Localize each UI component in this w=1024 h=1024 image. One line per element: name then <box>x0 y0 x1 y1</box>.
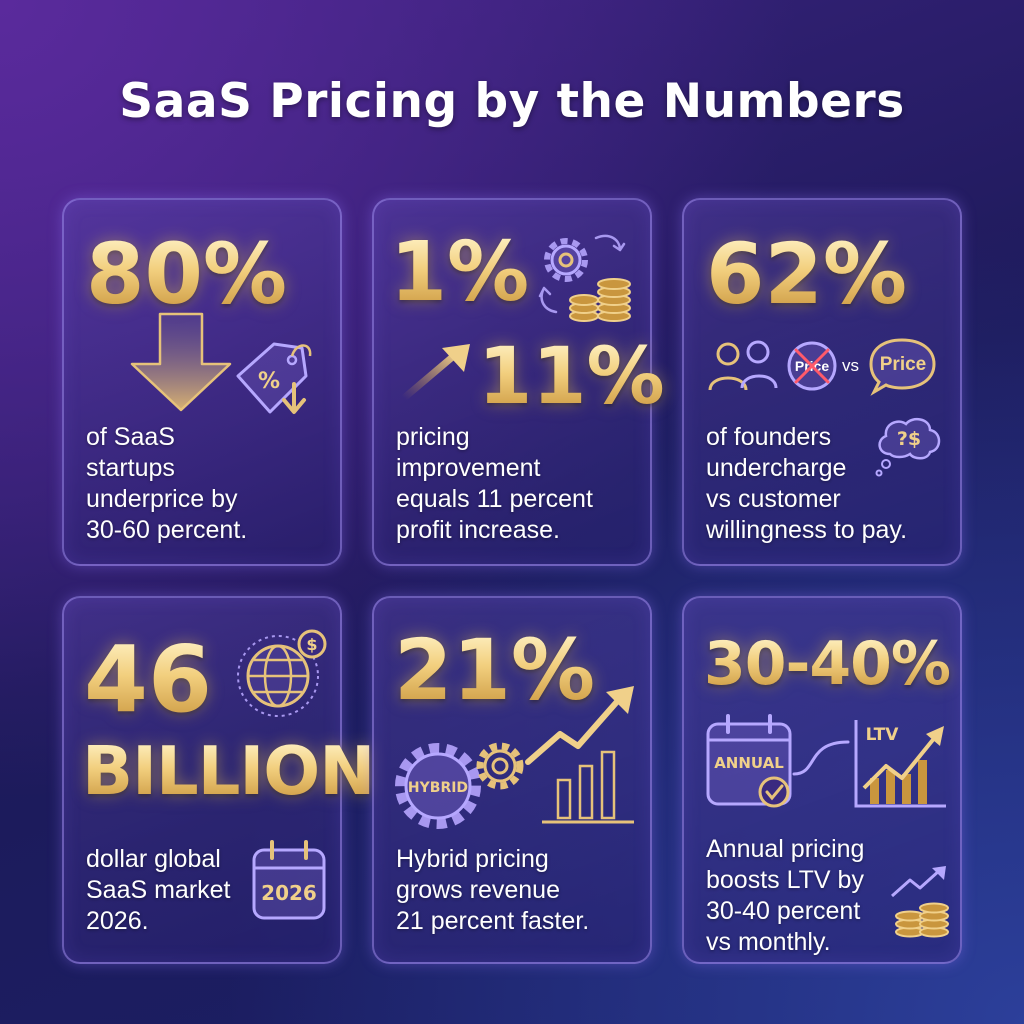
stat-description: of founders undercharge vs customer willing… <box>706 423 908 544</box>
price-bubble-icon: Price <box>869 338 936 396</box>
calendar-label: 2026 <box>261 881 317 905</box>
down-arrow-icon <box>130 312 232 412</box>
stat-value-secondary: BILLION <box>82 732 375 810</box>
price-tag-icon: % <box>236 342 312 414</box>
page-title: SaaS Pricing by the Numbers <box>119 74 905 129</box>
crossed-price-icon: Price <box>787 341 837 391</box>
up-arrow-icon <box>400 344 470 402</box>
stat-card-undercharge: 62% Price vs Price ?$ of foundersunderch… <box>682 198 962 566</box>
ltv-label: LTV <box>866 725 900 745</box>
hybrid-gear-icon: HYBRID <box>395 743 481 829</box>
gear-icon <box>544 238 588 282</box>
stat-card-profit: 1% 11% pricing improvement equals 11 perce… <box>372 198 665 566</box>
connector-line <box>792 740 850 776</box>
globe-dollar-icon: $ <box>237 629 327 717</box>
stat-description: of SaaS startups underprice by 30-60 percen… <box>86 423 248 544</box>
annual-calendar-icon: ANNUAL <box>706 714 792 808</box>
stat-card-underprice: 80% % of SaaS startups underprice by 30-60 … <box>62 198 342 566</box>
thought-bubble-icon: ?$ <box>875 417 941 477</box>
stat-card-market: 46 $ BILLION dollar global SaaS market 202… <box>62 596 375 964</box>
tag-label: % <box>258 369 280 394</box>
stat-card-annual: 30-40% ANNUAL LTV Annual pricing boosts L… <box>682 596 962 964</box>
stat-description: Annual pricing boosts LTV by 30-40 percent… <box>706 835 865 956</box>
vs-label: vs <box>842 356 859 375</box>
stat-description: Hybrid pricing grows revenue 21 percent fa… <box>396 845 590 935</box>
stat-value: 46 <box>84 626 213 733</box>
stat-value: 21% <box>394 621 596 719</box>
calendar-icon: 2026 <box>252 840 326 920</box>
stat-value: 30-40% <box>704 629 951 699</box>
stat-value: 62% <box>706 225 908 323</box>
price-bubble-label: Price <box>880 354 926 375</box>
people-icon <box>708 340 778 391</box>
coin-stack-icon <box>569 278 631 322</box>
thought-label: ?$ <box>897 428 921 450</box>
growth-chart-icon <box>525 686 634 824</box>
stat-description: pricing improvement equals 11 percent profi… <box>396 423 593 544</box>
gear-coins-icon <box>538 234 631 322</box>
stat-value: 1% <box>390 225 530 320</box>
coins-growth-icon <box>891 866 949 938</box>
hybrid-label: HYBRID <box>408 780 468 796</box>
coin-label: $ <box>306 635 317 654</box>
gear-icon <box>476 742 524 790</box>
ltv-chart-icon: LTV <box>854 720 946 808</box>
stat-card-hybrid: 21% HYBRID Hybrid pricing grows revenue 21… <box>372 596 652 964</box>
stat-description: dollar global SaaS market 2026. <box>86 845 231 935</box>
annual-label: ANNUAL <box>714 754 784 772</box>
stat-value: 80% <box>86 225 288 323</box>
stat-value-secondary: 11% <box>478 332 665 422</box>
